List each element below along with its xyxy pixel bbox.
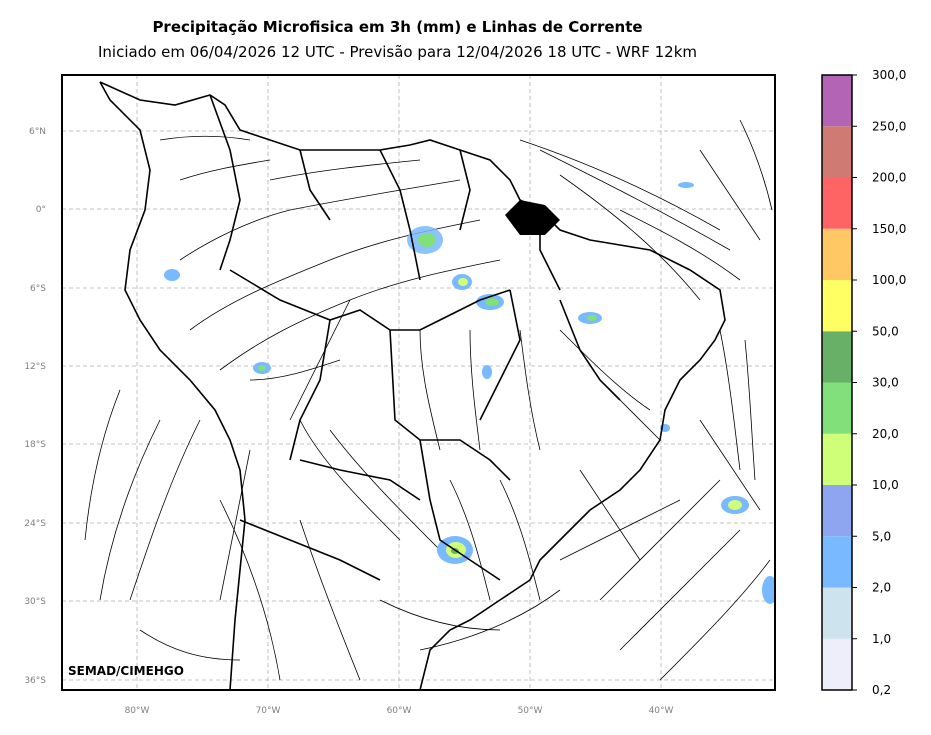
colorbar-segment (822, 638, 852, 690)
colorbar-segment (822, 177, 852, 229)
lat-label: 30°S (24, 597, 46, 607)
gridlines (62, 75, 775, 690)
colorbar-label: 200,0 (872, 171, 906, 185)
lat-label: 6°S (30, 284, 46, 294)
colorbar-label: 5,0 (872, 529, 891, 543)
longitude-labels: 80°W 70°W 60°W 50°W 40°W (125, 706, 674, 716)
colorbar-label: 150,0 (872, 222, 906, 236)
colorbar-segment (822, 485, 852, 537)
chart-subtitle: Iniciado em 06/04/2026 12 UTC - Previsão… (97, 43, 698, 61)
credit-label: SEMAD/CIMEHGO (68, 664, 184, 678)
lat-label: 0° (36, 205, 46, 215)
colorbar-segment (822, 433, 852, 485)
lat-label: 18°S (24, 440, 46, 450)
colorbar-label: 100,0 (872, 273, 906, 287)
colorbar-label: 0,2 (872, 683, 891, 697)
lon-label: 40°W (649, 706, 674, 716)
political-borders (99, 81, 726, 690)
chart-title: Precipitação Microfisica em 3h (mm) e Li… (152, 18, 643, 36)
lat-label: 6°N (29, 127, 46, 137)
colorbar: 0,2 1,0 2,0 5,0 10,0 20,0 30,0 50,0 100,0 150,0 20… (821, 68, 906, 697)
colorbar-label: 250,0 (872, 119, 906, 133)
lon-label: 50°W (518, 706, 543, 716)
streamlines (84, 119, 773, 681)
island-shape (505, 200, 560, 235)
colorbar-segment (822, 280, 852, 332)
colorbar-segment (822, 228, 852, 280)
colorbar-label: 50,0 (872, 324, 899, 338)
colorbar-label: 10,0 (872, 478, 899, 492)
lat-label: 12°S (24, 362, 46, 372)
colorbar-segment (822, 587, 852, 639)
colorbar-label: 30,0 (872, 376, 899, 390)
lat-label: 24°S (24, 519, 46, 529)
colorbar-label: 2,0 (872, 581, 891, 595)
precipitation-areas (164, 182, 775, 604)
colorbar-label: 1,0 (872, 632, 891, 646)
latitude-labels: 6°N 0° 6°S 12°S 18°S 24°S 30°S 36°S (24, 127, 46, 686)
colorbar-label: 300,0 (872, 68, 906, 82)
map-frame (61, 74, 776, 691)
lon-label: 70°W (256, 706, 281, 716)
lat-label: 36°S (24, 676, 46, 686)
colorbar-segment (822, 126, 852, 178)
colorbar-segment (822, 331, 852, 383)
lon-label: 80°W (125, 706, 150, 716)
colorbar-segment (822, 536, 852, 588)
colorbar-segment (822, 75, 852, 127)
colorbar-segment (822, 382, 852, 434)
lon-label: 60°W (387, 706, 412, 716)
colorbar-label: 20,0 (872, 427, 899, 441)
